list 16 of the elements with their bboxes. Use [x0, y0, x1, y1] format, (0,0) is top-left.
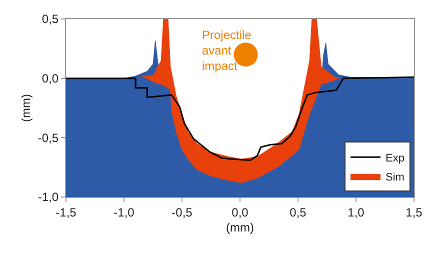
x-tick-label: -1,5 — [56, 205, 77, 220]
y-tick-label: -0,5 — [38, 130, 59, 145]
legend-label: Sim — [386, 171, 404, 184]
x-tick-label: 0,0 — [232, 205, 249, 220]
x-tick-label: 0,5 — [290, 205, 307, 220]
x-tick-label: 1,0 — [348, 205, 365, 220]
legend-label: Exp — [386, 152, 404, 164]
y-tick-label: 0,5 — [42, 12, 59, 26]
x-axis-title: (mm) — [226, 220, 254, 234]
y-tick-label: 0,0 — [42, 72, 59, 86]
y-axis-title: (mm) — [19, 94, 34, 122]
x-tick-label: -0,5 — [172, 205, 193, 220]
y-tick-label: -1,0 — [38, 190, 59, 204]
x-tick-label: -1,0 — [114, 205, 135, 220]
annotation: Projectile avant impact — [202, 28, 252, 74]
x-tick-label: 1,5 — [406, 205, 423, 220]
